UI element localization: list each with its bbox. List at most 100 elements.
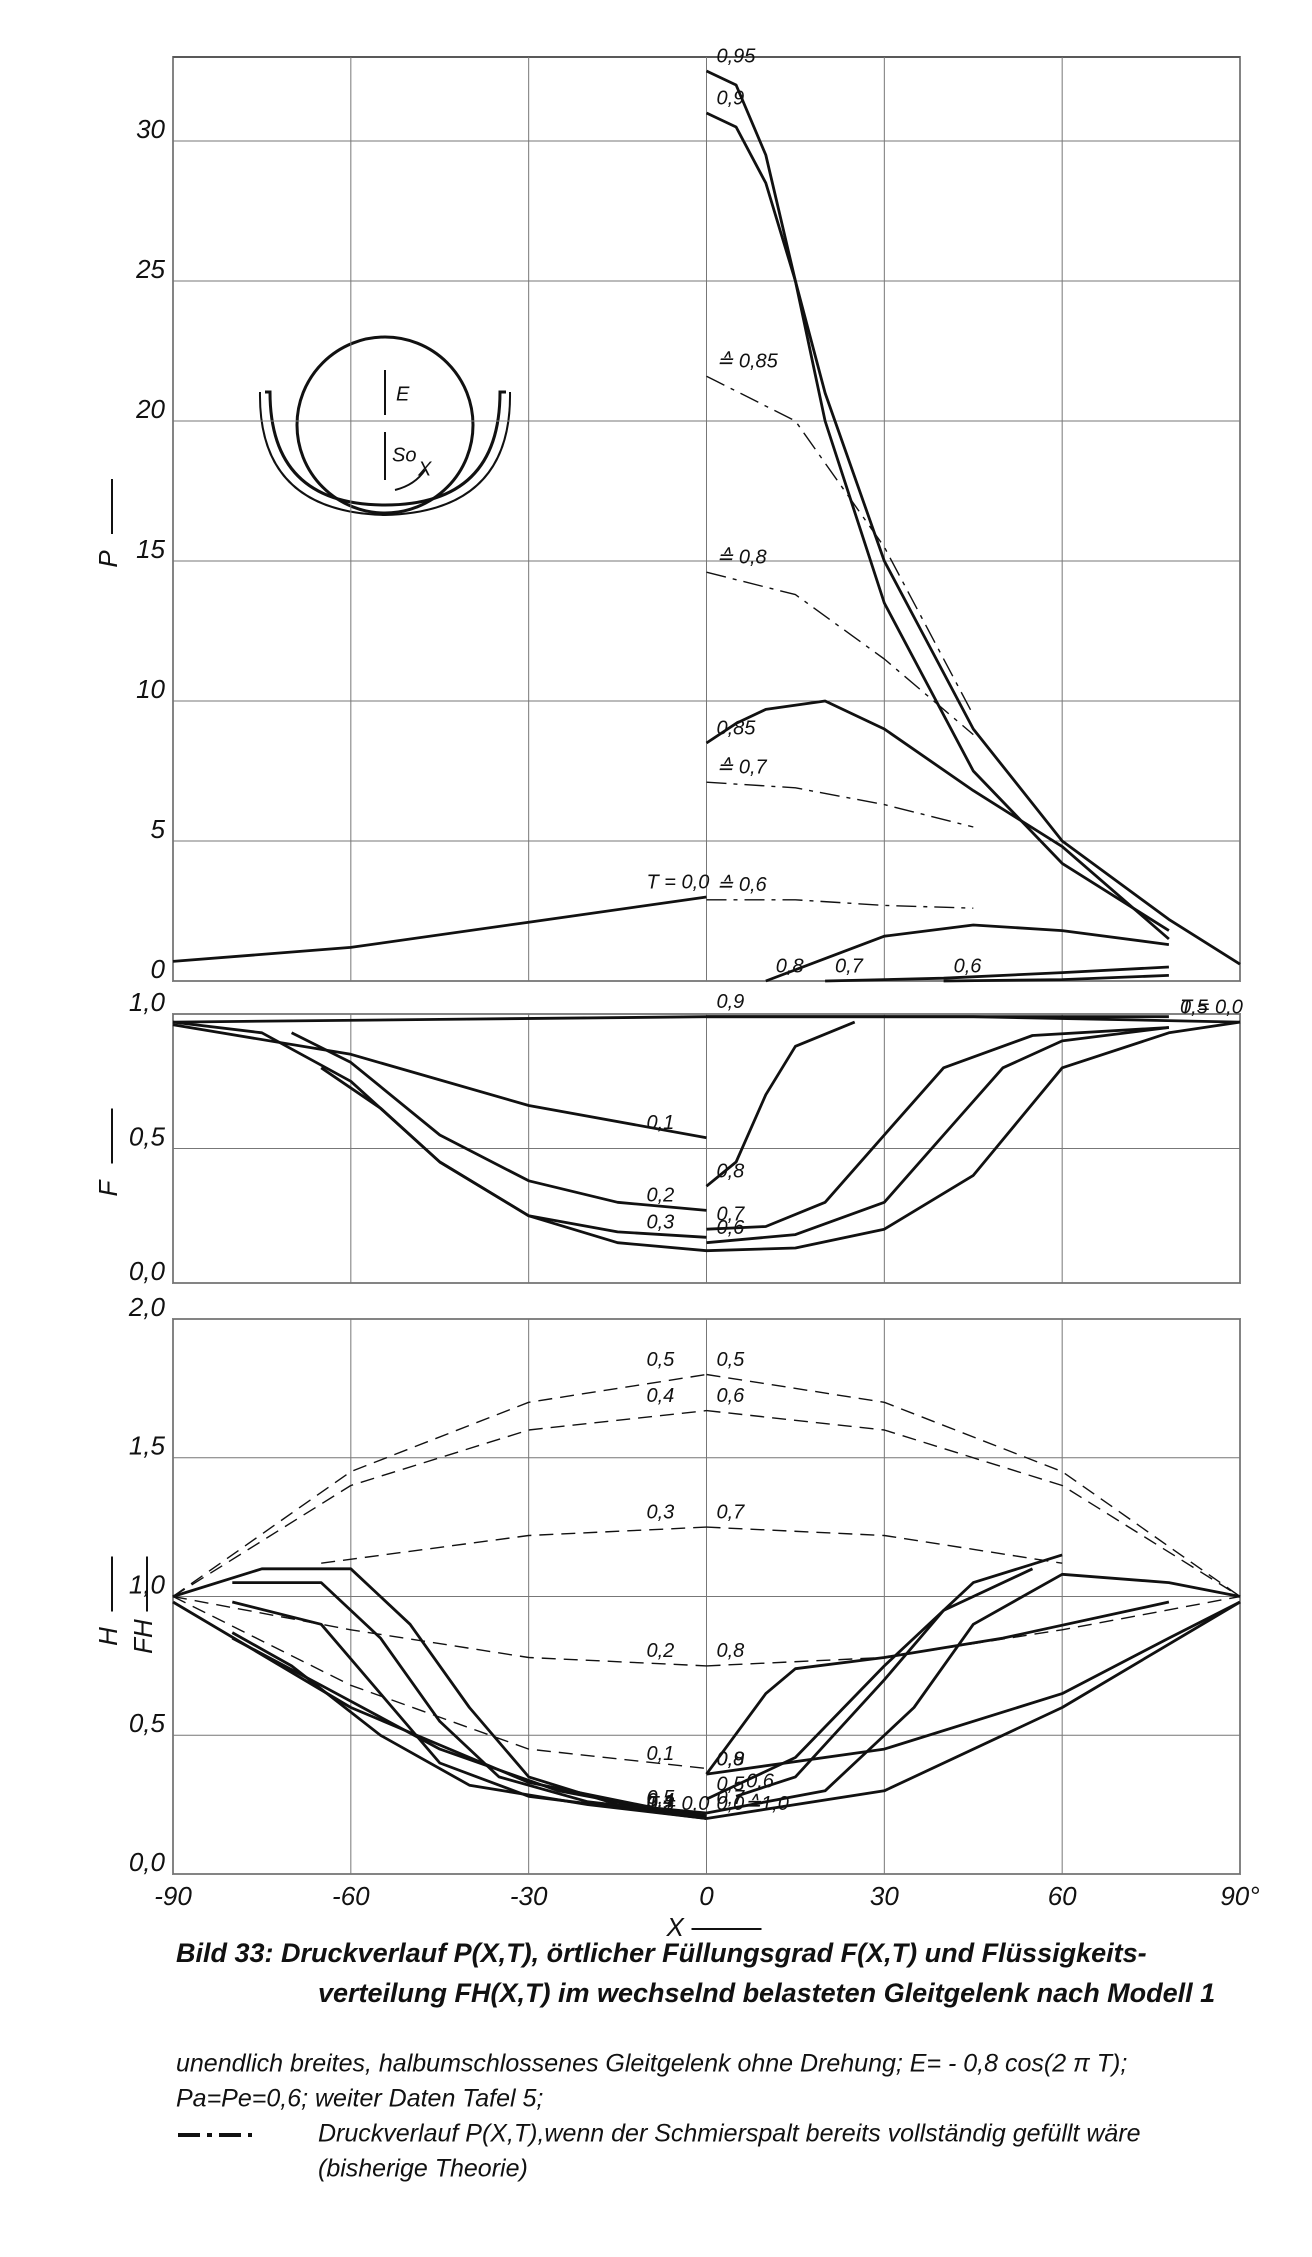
y-tick-label: 25: [135, 254, 165, 284]
series-line: [172, 1567, 707, 1815]
curve-label: 0,7: [717, 1203, 746, 1225]
y-tick-label: 2,0: [128, 1292, 166, 1322]
y-axis-label: H: [93, 1627, 123, 1646]
y-axis-label: F: [93, 1178, 123, 1196]
y-tick-label: 30: [136, 114, 165, 144]
series-line: [231, 1636, 707, 1820]
y-tick-label: 1,5: [129, 1431, 166, 1461]
curve-label: 0,6: [954, 955, 983, 977]
curve-label: ≙ 0,6: [717, 874, 768, 896]
curve-label: 0,5: [647, 1349, 676, 1371]
series-line: [706, 1526, 1063, 1564]
series-line: [706, 1572, 1241, 1815]
series-line: [172, 1595, 707, 1667]
x-tick-label: 30: [870, 1881, 899, 1911]
curve-label: 0,1: [647, 1112, 675, 1134]
y-tick-label: 1,0: [129, 987, 166, 1017]
curve-label: 0,95: [717, 45, 757, 67]
curve-label: 0,7: [835, 955, 864, 977]
curve-label: 0,7: [717, 1787, 746, 1809]
series-line: [172, 1409, 707, 1598]
y-tick-label: 15: [136, 534, 165, 564]
y-axis-label: FH: [128, 1619, 158, 1654]
x-tick-label: -30: [510, 1881, 548, 1911]
curve-label: 0,8: [717, 1748, 745, 1770]
curve-label: 0,9: [717, 991, 745, 1013]
series-line: [290, 1031, 707, 1212]
x-axis-label: X: [666, 1912, 686, 1942]
curve-label: 0,85: [717, 717, 757, 739]
series-line: [172, 1595, 707, 1770]
caption-title: verteilung FH(X,T) im wechselnd belastet…: [318, 1978, 1215, 2008]
series-line: [706, 1595, 1241, 1667]
y-axis-label: P: [93, 550, 123, 568]
series-line: [735, 1567, 1034, 1798]
curve-label: 0,6: [746, 1771, 775, 1793]
x-tick-label: -60: [332, 1881, 370, 1911]
curve-label: ≙ 0,85: [717, 350, 779, 372]
y-tick-label: 5: [151, 814, 166, 844]
legend-text: (bisherige Theorie): [318, 2155, 528, 2183]
curve-label: ≙ 0,7: [717, 756, 768, 778]
y-tick-label: 0,5: [129, 1708, 166, 1738]
series-line: [705, 699, 1170, 941]
series-line: [706, 1026, 1169, 1231]
series-line: [706, 781, 974, 828]
x-tick-label: -90: [154, 1881, 192, 1911]
legend-text: Druckverlauf P(X,T),wenn der Schmierspal…: [318, 2120, 1141, 2148]
series-line: [232, 1581, 707, 1818]
series-line: [231, 1631, 707, 1820]
series-line: [706, 1600, 1241, 1820]
series-line: [706, 1373, 1241, 1598]
series-line: [705, 69, 1170, 932]
y-tick-label: 0,5: [129, 1121, 166, 1151]
y-tick-label: 20: [135, 394, 165, 424]
curve-label: 0,5: [717, 1349, 746, 1371]
series-line: [172, 1020, 1241, 1253]
curve-label: 0,8: [717, 1640, 745, 1662]
y-tick-label: 10: [136, 674, 165, 704]
caption-note: unendlich breites, halbumschlossenes Gle…: [176, 2050, 1127, 2078]
curve-label: 0,7: [717, 1501, 746, 1523]
inset-label: X: [417, 458, 432, 480]
curve-label: T = 0,0: [1180, 996, 1243, 1018]
series-line: [705, 1600, 1170, 1775]
x-tick-label: 60: [1048, 1881, 1077, 1911]
y-tick-label: 0: [151, 954, 166, 984]
inset-diagram: [258, 335, 512, 517]
curve-label: 0,4: [647, 1385, 675, 1407]
x-tick-label: 90°: [1220, 1881, 1259, 1911]
series-line: [172, 1023, 707, 1140]
series-line: [172, 895, 707, 963]
curve-label: 0,2: [647, 1185, 675, 1207]
curve-label: 0,3: [647, 1212, 675, 1234]
curve-label: T = 0,0: [647, 871, 710, 893]
curve-label: 0,8: [776, 955, 804, 977]
x-tick-label: 0: [699, 1881, 714, 1911]
curve-label: 0,3: [647, 1501, 675, 1523]
series-line: [705, 111, 1241, 966]
series-line: [706, 1600, 1241, 1776]
series-line: [706, 571, 974, 736]
caption-title: Bild 33: Druckverlauf P(X,T), örtlicher …: [176, 1938, 1147, 1968]
y-tick-label: 0,0: [129, 1256, 166, 1286]
curve-label: 0,5: [647, 1787, 676, 1809]
caption-note: Pa=Pe=0,6; weiter Daten Tafel 5;: [176, 2085, 543, 2113]
series-line: [172, 1600, 707, 1820]
curve-label: 0,6: [717, 1217, 746, 1239]
series-line: [706, 1409, 1241, 1598]
curve-label: 0,8: [717, 1160, 745, 1182]
series-line: [943, 974, 1169, 983]
series-line: [321, 1526, 707, 1564]
y-tick-label: 0,0: [129, 1847, 166, 1877]
curve-label: 0,9: [717, 1748, 745, 1770]
series-line: [706, 375, 974, 716]
series-line: [706, 1026, 1170, 1245]
curve-label: 0,6: [717, 1385, 746, 1407]
curve-label: T = 0,0: [647, 1793, 710, 1815]
series-line: [825, 965, 1169, 983]
series-line: [706, 899, 974, 909]
curve-label: 0,5: [1180, 996, 1209, 1018]
inset-label: So: [392, 444, 416, 466]
